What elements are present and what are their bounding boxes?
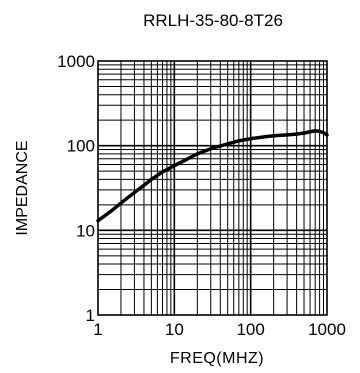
chart-title: RRLH-35-80-8T26 — [143, 11, 283, 30]
impedance-curve — [96, 129, 329, 223]
y-tick-label: 10 — [76, 221, 95, 240]
grid — [98, 61, 327, 315]
y-axis-label: IMPEDANCE — [14, 140, 31, 235]
x-tick-label: 1000 — [308, 320, 346, 339]
x-axis-label: FREQ(MHZ) — [170, 350, 264, 367]
y-tick-label: 100 — [67, 137, 95, 156]
y-tick-label: 1000 — [57, 52, 95, 71]
x-tick-label: 100 — [236, 320, 264, 339]
x-tick-label: 1 — [93, 320, 102, 339]
plot-frame — [97, 60, 328, 316]
x-tick-labels: 1 10 100 1000 — [93, 320, 346, 339]
y-tick-label: 1 — [86, 306, 95, 325]
y-tick-labels: 1 10 100 1000 — [57, 52, 95, 325]
x-tick-label: 10 — [165, 320, 184, 339]
